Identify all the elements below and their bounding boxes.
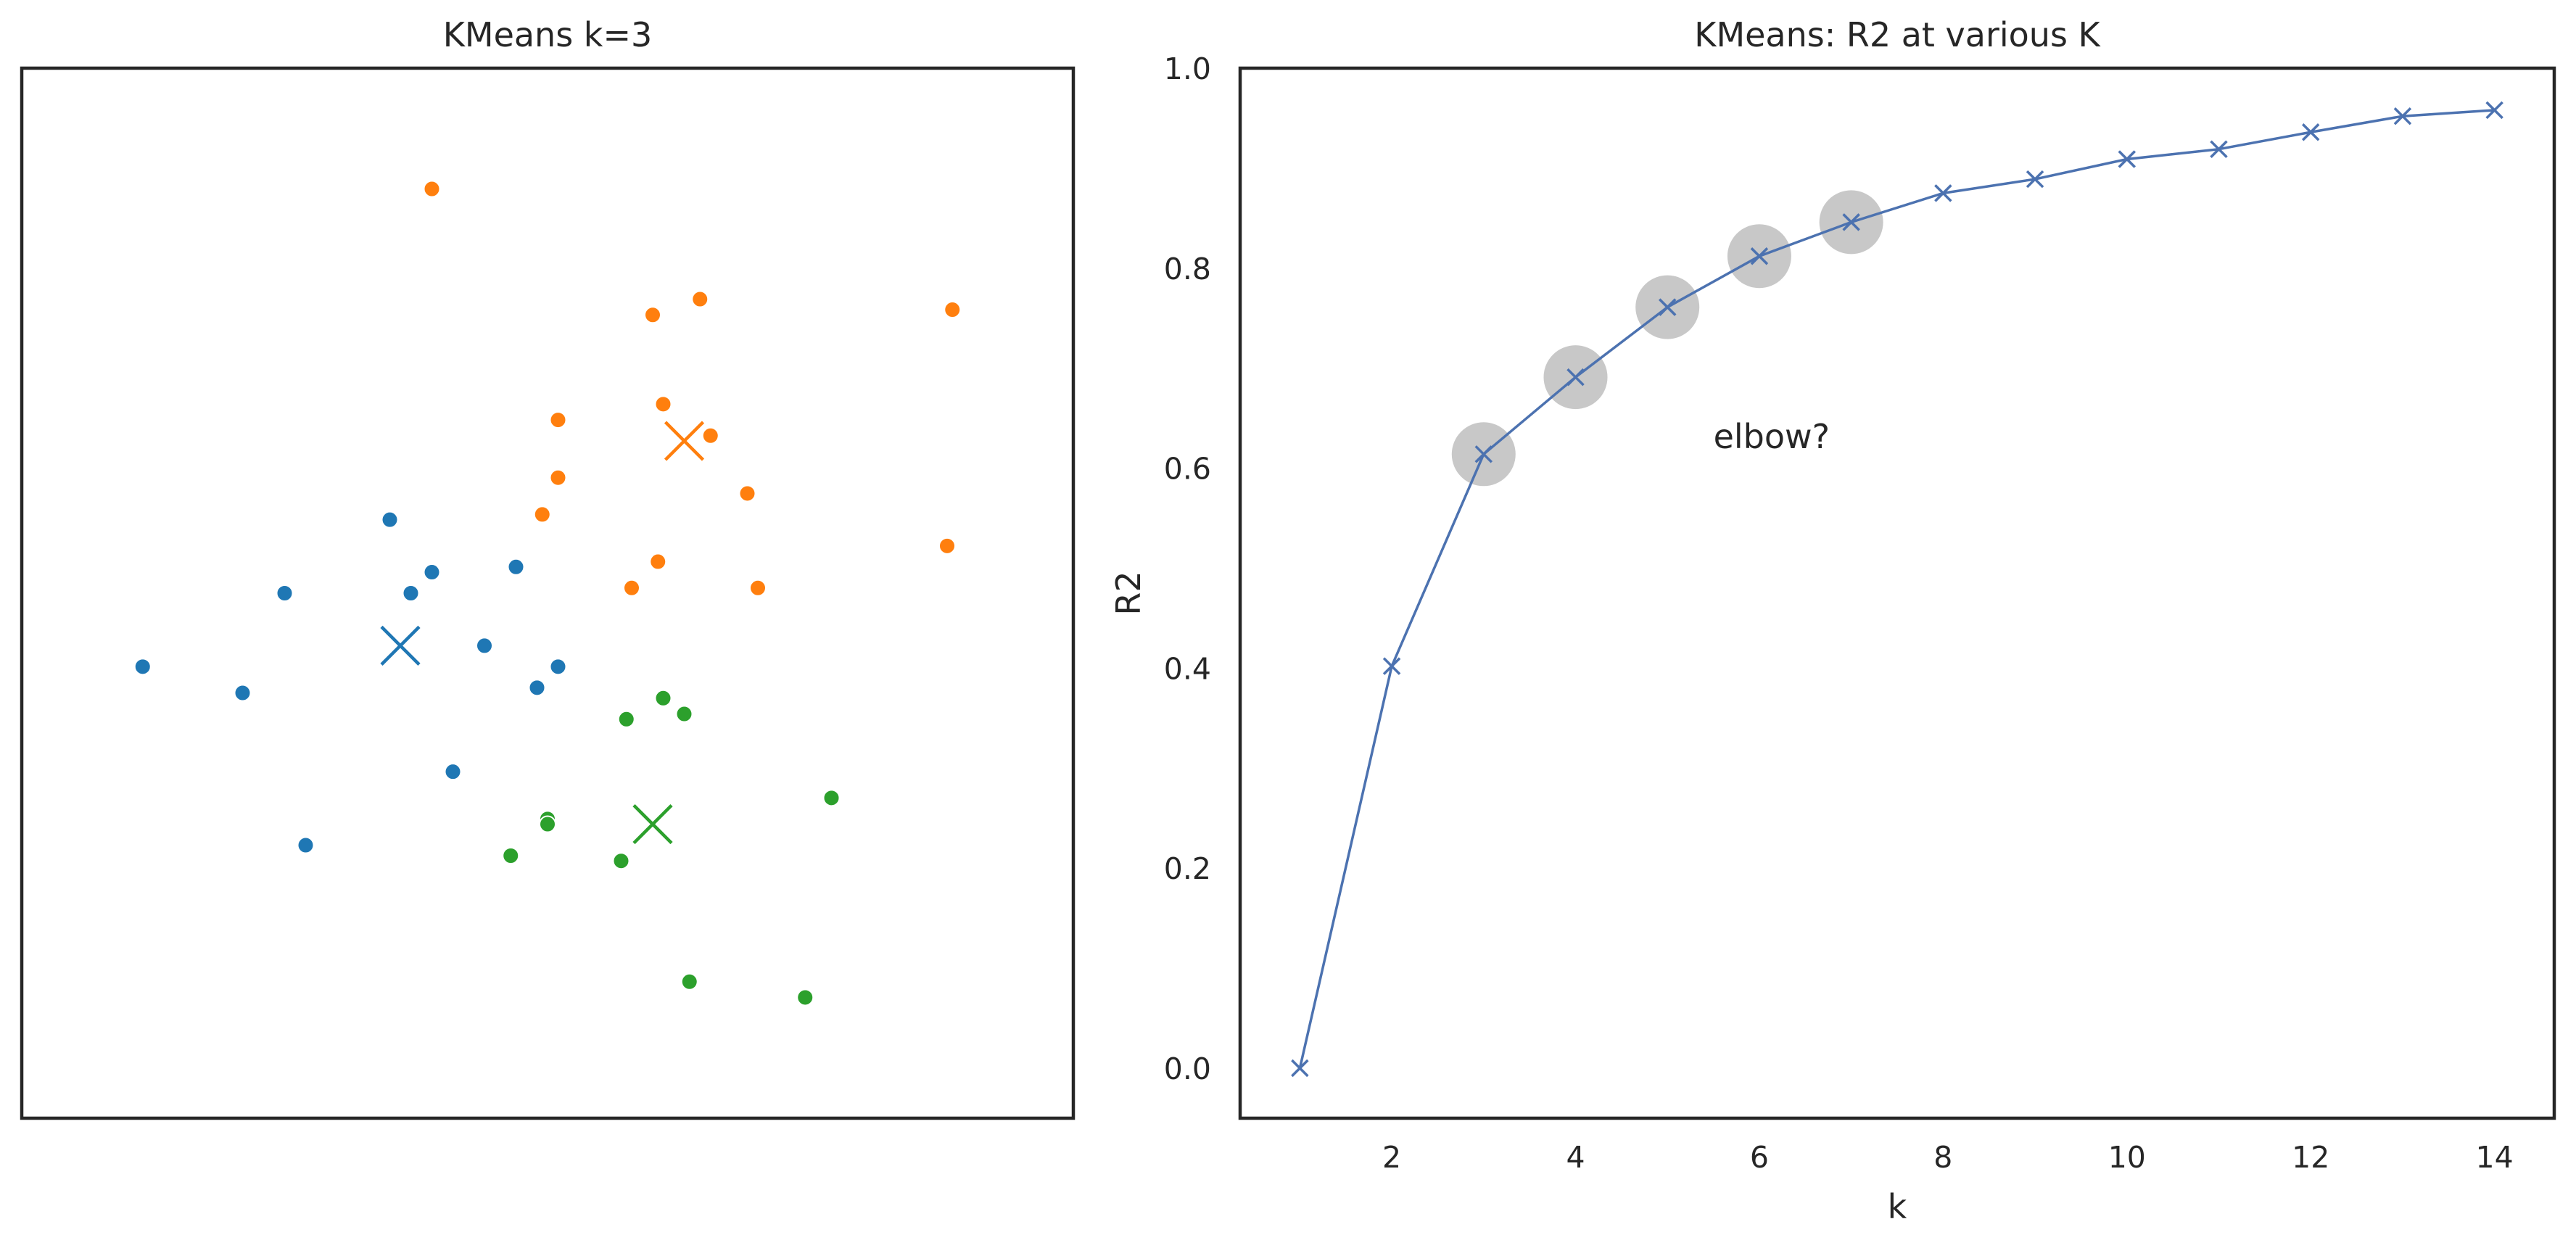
y-tick-label: 1.0 xyxy=(1164,51,1211,86)
r2-point-k12 xyxy=(2301,123,2320,141)
cluster-0-point xyxy=(402,584,420,602)
cluster-1-point xyxy=(749,579,767,597)
cluster-1-point xyxy=(701,426,719,445)
y-tick-label: 0.2 xyxy=(1164,851,1211,886)
r2-point-k8-stroke-b xyxy=(1934,184,1952,202)
r2-point-k1-stroke-b xyxy=(1291,1059,1309,1078)
r2-point-k10-stroke-b xyxy=(2118,150,2137,168)
cluster-2-point xyxy=(680,972,698,991)
cluster-2-point xyxy=(617,710,635,728)
r2-point-k6-stroke-b xyxy=(1750,247,1769,265)
cluster-0-point xyxy=(528,679,546,697)
y-axis-label: R2 xyxy=(1109,571,1148,615)
cluster-1-point xyxy=(623,579,640,597)
cluster-1-point xyxy=(549,468,567,487)
x-tick-label: 6 xyxy=(1750,1140,1769,1175)
scatter-centroids xyxy=(380,421,705,845)
r2-point-k1 xyxy=(1291,1059,1309,1078)
cluster-2-point xyxy=(822,789,841,807)
cluster-2-point xyxy=(612,852,630,870)
cluster-1-point xyxy=(533,505,551,524)
cluster-1-point xyxy=(691,290,709,308)
cluster-0-point xyxy=(381,511,399,529)
cluster-0-point xyxy=(234,684,252,702)
r2-point-k7 xyxy=(1842,213,1860,231)
cluster-0-point xyxy=(276,584,294,602)
r2-point-k7-stroke-b xyxy=(1842,213,1860,231)
cluster-2-centroid-stroke-b xyxy=(632,803,673,845)
cluster-0-point xyxy=(444,763,462,781)
x-tick-label: 12 xyxy=(2292,1140,2329,1175)
cluster-1-point xyxy=(654,395,672,413)
r2-point-k6 xyxy=(1750,247,1769,265)
r2-frame xyxy=(1238,66,2556,1120)
r2-point-k4-stroke-b xyxy=(1566,368,1585,387)
y-axis-ticks: 0.0 0.2 0.4 0.6 0.8 1.0 xyxy=(1164,51,1211,1086)
r2-point-k14 xyxy=(2485,101,2503,120)
x-axis-label: k xyxy=(1888,1187,1907,1226)
cluster-2-point xyxy=(654,689,672,707)
r2-point-k13-stroke-b xyxy=(2393,107,2412,125)
r2-point-k11 xyxy=(2210,140,2228,158)
r2-point-k3-stroke-b xyxy=(1474,445,1493,463)
cluster-2-centroid xyxy=(632,803,673,845)
r2-point-k14-stroke-b xyxy=(2485,101,2503,120)
cluster-1-point xyxy=(944,301,962,319)
cluster-0-point xyxy=(423,563,441,582)
cluster-1-point xyxy=(649,553,667,571)
cluster-2-point xyxy=(675,705,693,723)
cluster-0-centroid xyxy=(380,625,421,666)
cluster-1-centroid-stroke-b xyxy=(664,421,705,461)
cluster-1-point xyxy=(644,306,661,324)
r2-point-k10 xyxy=(2118,150,2137,168)
r2-point-k11-stroke-b xyxy=(2210,140,2228,158)
r2-panel: KMeans: R2 at various K elbow? 2 4 6 8 10 12 1… xyxy=(1109,15,2556,1226)
y-tick-label: 0.6 xyxy=(1164,452,1211,487)
x-tick-label: 4 xyxy=(1566,1140,1585,1175)
cluster-0-point xyxy=(133,658,152,676)
cluster-1-point xyxy=(938,537,956,555)
r2-point-k4 xyxy=(1566,368,1585,387)
scatter-panel: KMeans k=3 xyxy=(20,15,1076,1120)
cluster-0-point xyxy=(549,658,567,676)
cluster-2-point xyxy=(539,815,556,833)
r2-point-k5-stroke-b xyxy=(1658,298,1677,316)
r2-point-k2 xyxy=(1382,657,1401,675)
x-tick-label: 8 xyxy=(1933,1140,1952,1175)
r2-point-k13 xyxy=(2393,107,2412,125)
r2-point-k8 xyxy=(1934,184,1952,202)
elbow-annotation: elbow? xyxy=(1714,417,1830,456)
r2-point-k5 xyxy=(1658,298,1677,316)
r2-title: KMeans: R2 at various K xyxy=(1694,15,2101,54)
cluster-1-point xyxy=(738,484,756,503)
cluster-0-point xyxy=(476,637,493,655)
cluster-1-point xyxy=(423,180,441,198)
r2-point-k9-stroke-b xyxy=(2026,170,2044,189)
r2-point-k9 xyxy=(2026,170,2044,189)
cluster-0-point xyxy=(507,558,525,576)
r2-point-k2-stroke-b xyxy=(1382,657,1401,675)
scatter-title: KMeans k=3 xyxy=(443,15,653,54)
x-axis-ticks: 2 4 6 8 10 12 14 xyxy=(1382,1140,2514,1175)
x-tick-label: 2 xyxy=(1382,1140,1401,1175)
y-tick-label: 0.0 xyxy=(1164,1051,1211,1086)
r2-point-k12-stroke-b xyxy=(2301,123,2320,141)
r2-markers xyxy=(1291,101,2503,1078)
scatter-frame xyxy=(20,66,1076,1120)
x-tick-label: 14 xyxy=(2476,1140,2514,1175)
y-tick-label: 0.4 xyxy=(1164,651,1211,686)
cluster-0-point xyxy=(297,836,315,854)
cluster-2-point xyxy=(502,847,520,864)
y-tick-label: 0.8 xyxy=(1164,252,1211,286)
r2-line xyxy=(1298,109,2495,1069)
scatter-points xyxy=(133,180,962,1007)
r2-point-k3 xyxy=(1474,445,1493,463)
cluster-1-centroid xyxy=(664,421,705,461)
cluster-0-centroid-stroke-b xyxy=(380,625,421,666)
x-tick-label: 10 xyxy=(2108,1140,2146,1175)
cluster-1-point xyxy=(549,411,567,429)
cluster-2-point xyxy=(796,988,814,1007)
r2-series-line xyxy=(1298,109,2495,1069)
